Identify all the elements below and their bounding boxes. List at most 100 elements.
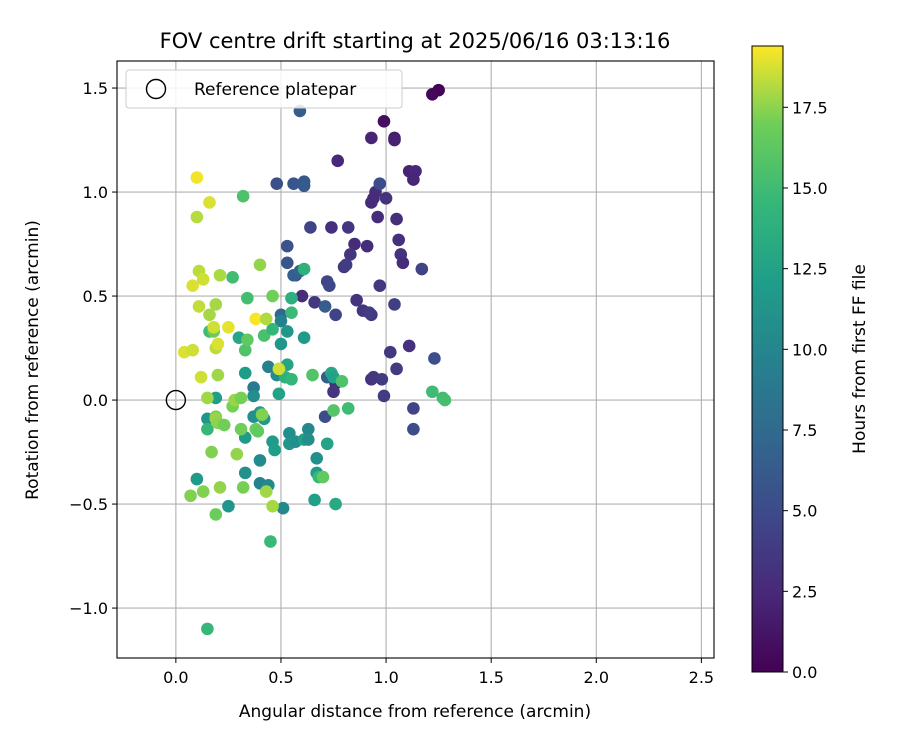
data-point [280,256,294,270]
data-point [383,345,397,359]
data-point [318,300,332,313]
data-point [280,239,294,253]
data-point [236,189,250,203]
data-point [222,320,235,334]
data-point [304,221,317,234]
data-point [327,404,340,417]
data-point [270,177,284,191]
colorbar-tick-label: 10.0 [792,340,828,359]
data-point [306,368,319,382]
data-point [251,424,265,438]
colorbar-tick-label: 2.5 [792,582,817,601]
data-point [272,387,286,401]
x-axis: 0.0 0.5 1.0 1.5 2.0 2.5 [163,658,714,687]
colorbar-tick-label: 7.5 [792,421,817,440]
data-point [196,485,210,498]
data-point [186,343,199,357]
data-point [390,212,403,226]
data-point [325,221,338,234]
data-point [287,177,300,191]
y-tick-label: −0.5 [69,495,108,514]
data-point [344,248,357,261]
data-point [308,295,321,309]
x-tick-label: 0.0 [163,668,188,687]
data-point [285,291,298,305]
data-point [238,343,252,357]
data-point [203,308,216,322]
data-point [249,312,263,326]
y-tick-label: 1.5 [83,79,108,98]
colorbar-tick-label: 0.0 [792,663,817,682]
data-point [201,622,214,636]
data-point [207,320,220,334]
data-point [341,402,355,415]
y-tick-label: −1.0 [69,599,108,618]
data-point [388,133,401,147]
data-point [192,300,206,313]
data-point [247,389,260,403]
x-tick-label: 1.5 [478,668,503,687]
data-point [426,87,439,101]
x-axis-label: Angular distance from reference (arcmin) [239,702,591,722]
data-point [196,273,210,286]
data-point [272,362,286,376]
data-point [415,262,429,276]
legend-box [125,69,403,109]
data-point [428,352,441,365]
data-point [362,306,376,319]
data-point [301,433,315,446]
data-point [222,499,235,513]
x-tick-label: 1.0 [373,668,398,687]
data-point [255,408,269,421]
data-point [373,279,387,292]
data-point [390,362,403,376]
data-point [301,422,315,436]
plot-frame [116,60,715,659]
data-point [259,485,273,498]
data-point [226,271,239,284]
data-point [268,443,281,457]
data-point [213,481,227,494]
colorbar-tick-label: 12.5 [792,260,828,279]
data-point [379,191,393,205]
data-point [201,391,214,405]
data-point [203,196,216,209]
data-point [377,389,391,403]
data-point [259,312,273,326]
legend: Reference platepar [125,69,403,109]
data-point [274,314,288,328]
data-point [201,422,214,436]
colorbar: 0.0 2.5 5.0 7.5 10.0 12.5 15.0 17.5 Hours from … [751,45,870,682]
legend-entry-reference-platepar: Reference platepar [194,80,356,100]
data-point [350,293,363,307]
data-point [388,298,401,311]
data-point [426,385,439,399]
data-point [285,306,298,319]
data-point [266,499,279,513]
data-point [205,445,218,459]
x-tick-label: 0.5 [268,668,293,687]
data-point [234,422,248,436]
data-point [365,131,378,145]
y-tick-label: 0.0 [83,391,108,410]
legend-marker-icon [145,78,167,100]
data-point [266,323,279,336]
reference-platepar-marker [165,389,187,411]
data-point [392,233,405,247]
data-point [407,173,420,186]
x-tick-label: 2.0 [584,668,609,687]
data-point [238,366,252,380]
data-point [186,279,199,292]
data-point [365,196,378,209]
data-point [341,221,355,234]
data-point [310,452,324,465]
y-tick-label: 0.5 [83,287,108,306]
data-point [241,333,254,347]
data-point [238,466,252,480]
colorbar-label: Hours from first FF file [850,264,870,454]
data-point [264,535,277,548]
y-axis-label: Rotation from reference (arcmin) [23,220,43,500]
data-point [280,325,294,338]
data-point [209,298,223,311]
data-point [297,179,311,193]
